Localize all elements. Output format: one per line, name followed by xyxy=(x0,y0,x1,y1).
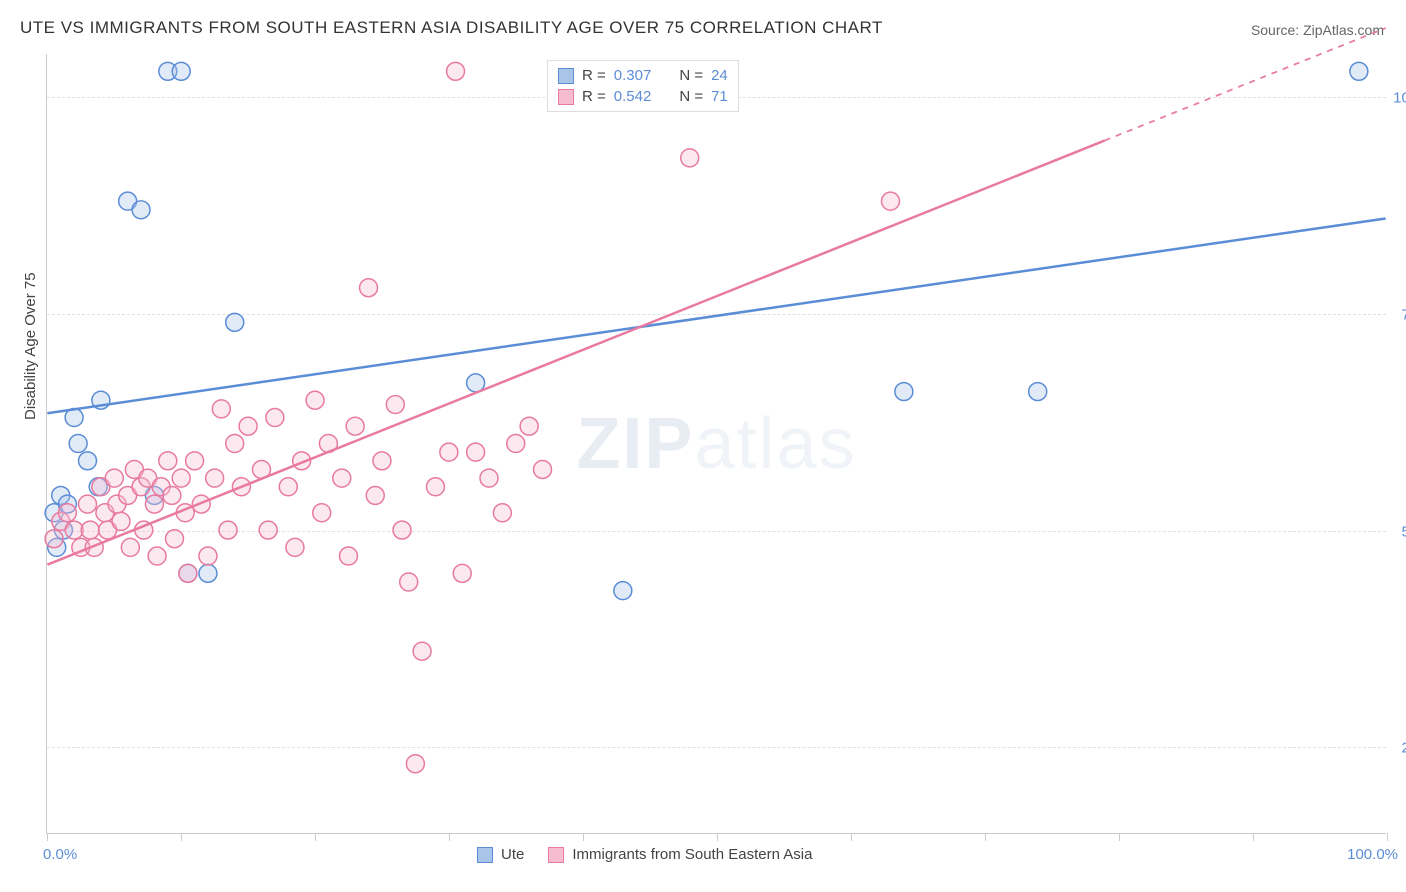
data-point-sea xyxy=(393,521,411,539)
data-point-ute xyxy=(1350,62,1368,80)
data-point-sea xyxy=(199,547,217,565)
r-value-ute: 0.307 xyxy=(614,67,652,84)
bottom-legend: Ute Immigrants from South Eastern Asia xyxy=(477,846,812,863)
y-tick-label: 50.0% xyxy=(1401,523,1406,540)
data-point-sea xyxy=(453,564,471,582)
data-point-sea xyxy=(105,469,123,487)
data-point-ute xyxy=(614,582,632,600)
data-point-ute xyxy=(199,564,217,582)
data-point-sea xyxy=(493,504,511,522)
n-value-sea: 71 xyxy=(711,88,728,105)
data-point-sea xyxy=(145,495,163,513)
swatch-ute xyxy=(558,68,574,84)
data-point-ute xyxy=(226,313,244,331)
data-point-sea xyxy=(507,435,525,453)
data-point-sea xyxy=(881,192,899,210)
swatch-sea xyxy=(548,847,564,863)
data-point-sea xyxy=(313,504,331,522)
data-point-sea xyxy=(65,521,83,539)
swatch-sea xyxy=(558,89,574,105)
data-point-sea xyxy=(163,486,181,504)
data-point-sea xyxy=(406,755,424,773)
chart-area: ZIPatlas 25.0%50.0%75.0%100.0% R = 0.307… xyxy=(46,54,1386,834)
data-point-sea xyxy=(467,443,485,461)
legend-label-sea: Immigrants from South Eastern Asia xyxy=(572,846,812,863)
data-point-sea xyxy=(58,504,76,522)
data-point-sea xyxy=(212,400,230,418)
data-point-sea xyxy=(81,521,99,539)
data-point-sea xyxy=(360,279,378,297)
regression-line-ute xyxy=(47,218,1385,413)
data-point-sea xyxy=(520,417,538,435)
regression-extension-sea xyxy=(1105,28,1386,141)
data-point-sea xyxy=(286,538,304,556)
data-point-ute xyxy=(79,452,97,470)
stats-legend: R = 0.307 N = 24 R = 0.542 N = 71 xyxy=(547,60,739,112)
swatch-ute xyxy=(477,847,493,863)
data-point-sea xyxy=(172,469,190,487)
data-point-sea xyxy=(440,443,458,461)
y-tick-label: 25.0% xyxy=(1401,740,1406,757)
legend-label-ute: Ute xyxy=(501,846,524,863)
data-point-sea xyxy=(45,530,63,548)
data-point-sea xyxy=(266,409,284,427)
n-label: N = xyxy=(679,88,703,105)
chart-title: UTE VS IMMIGRANTS FROM SOUTH EASTERN ASI… xyxy=(20,18,883,38)
data-point-ute xyxy=(69,435,87,453)
regression-line-sea xyxy=(47,141,1104,565)
n-value-ute: 24 xyxy=(711,67,728,84)
stats-row-ute: R = 0.307 N = 24 xyxy=(558,65,728,86)
r-label: R = xyxy=(582,88,606,105)
data-point-sea xyxy=(179,564,197,582)
data-point-sea xyxy=(366,486,384,504)
scatter-plot xyxy=(47,54,1386,833)
stats-row-sea: R = 0.542 N = 71 xyxy=(558,86,728,107)
data-point-sea xyxy=(279,478,297,496)
legend-item-ute: Ute xyxy=(477,846,524,863)
y-tick-label: 75.0% xyxy=(1401,307,1406,324)
data-point-sea xyxy=(346,417,364,435)
y-tick-label: 100.0% xyxy=(1393,90,1406,107)
source-label: Source: ZipAtlas.com xyxy=(1251,22,1384,38)
data-point-ute xyxy=(1029,383,1047,401)
n-label: N = xyxy=(679,67,703,84)
data-point-sea xyxy=(239,417,257,435)
data-point-sea xyxy=(159,452,177,470)
data-point-sea xyxy=(306,391,324,409)
data-point-sea xyxy=(259,521,277,539)
r-label: R = xyxy=(582,67,606,84)
data-point-ute xyxy=(172,62,190,80)
data-point-sea xyxy=(426,478,444,496)
data-point-sea xyxy=(112,512,130,530)
data-point-sea xyxy=(681,149,699,167)
x-tick-label-100: 100.0% xyxy=(1347,846,1398,863)
legend-item-sea: Immigrants from South Eastern Asia xyxy=(548,846,812,863)
data-point-sea xyxy=(219,521,237,539)
data-point-sea xyxy=(121,538,139,556)
data-point-sea xyxy=(206,469,224,487)
data-point-sea xyxy=(386,396,404,414)
data-point-sea xyxy=(339,547,357,565)
data-point-ute xyxy=(132,201,150,219)
data-point-sea xyxy=(186,452,204,470)
data-point-sea xyxy=(166,530,184,548)
data-point-sea xyxy=(400,573,418,591)
data-point-ute xyxy=(895,383,913,401)
data-point-sea xyxy=(534,460,552,478)
r-value-sea: 0.542 xyxy=(614,88,652,105)
y-axis-label: Disability Age Over 75 xyxy=(22,272,39,420)
data-point-sea xyxy=(413,642,431,660)
data-point-sea xyxy=(333,469,351,487)
data-point-sea xyxy=(79,495,97,513)
data-point-sea xyxy=(226,435,244,453)
data-point-sea xyxy=(373,452,391,470)
data-point-sea xyxy=(148,547,166,565)
data-point-sea xyxy=(447,62,465,80)
x-tick-label-0: 0.0% xyxy=(43,846,77,863)
data-point-sea xyxy=(480,469,498,487)
